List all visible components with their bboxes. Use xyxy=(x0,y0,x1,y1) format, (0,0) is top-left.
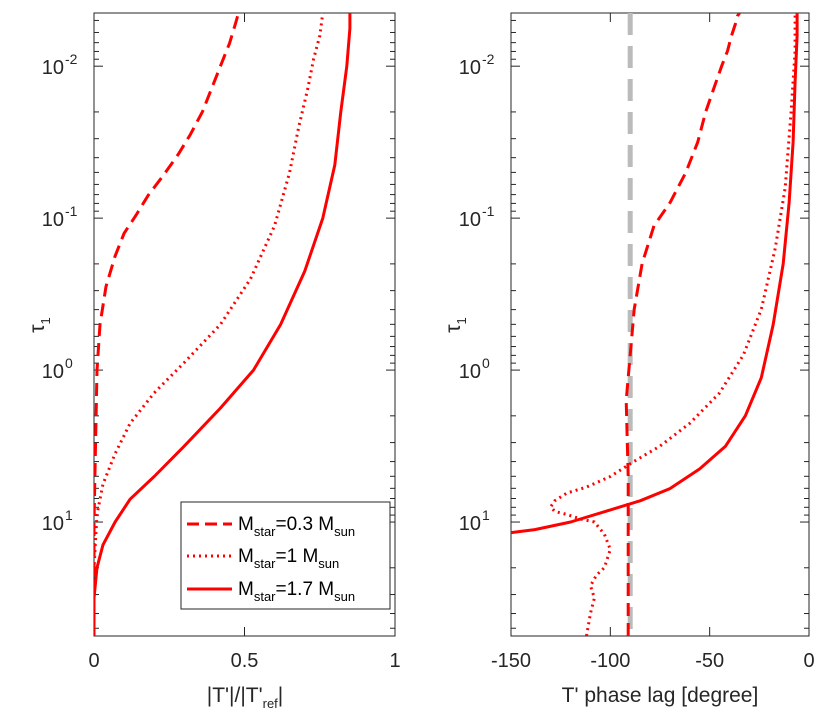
legend-entry-0: Mstar=0.3 Msun xyxy=(238,514,355,539)
amplitude-y-axis-label: τ1 xyxy=(26,317,53,333)
phase-y-tick-exponent: -1 xyxy=(482,203,495,219)
amplitude-x-tick-label: 1 xyxy=(389,650,400,672)
amplitude-y-tick-exponent: -2 xyxy=(65,51,78,67)
amplitude-y-tick-exponent: -1 xyxy=(65,203,78,219)
phase-series-group xyxy=(511,13,799,636)
phase-x-tick-label: -100 xyxy=(590,650,630,672)
phase-plot-area xyxy=(510,12,810,637)
amplitude-x-tick-label: 0.5 xyxy=(231,650,259,672)
phase-series-dotted xyxy=(549,13,797,636)
phase-x-tick-label: 0 xyxy=(803,650,814,672)
phase-y-tick-label: 10 xyxy=(459,513,481,535)
phase-y-tick-label: 10 xyxy=(459,57,481,79)
legend-entry-2: Mstar=1.7 Msun xyxy=(238,579,355,604)
phase-x-tick-label: -150 xyxy=(491,650,531,672)
amplitude-series-dashed xyxy=(94,13,240,636)
legend: Mstar=0.3 Msun Mstar=1 Msun Mstar=1.7 Ms… xyxy=(180,501,391,610)
phase-x-tick-label: -50 xyxy=(695,650,724,672)
amplitude-x-axis-label: |T'|/|T'ref| xyxy=(207,684,284,711)
amplitude-y-tick-label: 10 xyxy=(42,361,64,383)
phase-y-tick-exponent: 1 xyxy=(482,507,490,523)
legend-box xyxy=(180,501,391,610)
legend-entry-1: Mstar=1 Msun xyxy=(238,546,339,571)
phase-y-tick-exponent: -2 xyxy=(482,51,495,67)
amplitude-y-tick-label: 10 xyxy=(42,57,64,79)
phase-y-tick-label: 10 xyxy=(459,209,481,231)
phase-y-tick-label: 10 xyxy=(459,361,481,383)
amplitude-series-solid xyxy=(94,13,352,636)
amplitude-y-tick-label: 10 xyxy=(42,209,64,231)
amplitude-y-tick-exponent: 1 xyxy=(65,507,73,523)
amplitude-y-tick-exponent: 0 xyxy=(65,355,73,371)
phase-y-axis-label: τ1 xyxy=(442,317,469,333)
amplitude-x-tick-label: 0 xyxy=(88,650,99,672)
phase-series-solid xyxy=(511,13,799,535)
phase-x-axis-label: T' phase lag [degree] xyxy=(562,684,759,707)
amplitude-series-group xyxy=(94,13,352,636)
phase-y-tick-exponent: 0 xyxy=(482,355,490,371)
amplitude-y-tick-label: 10 xyxy=(42,513,64,535)
